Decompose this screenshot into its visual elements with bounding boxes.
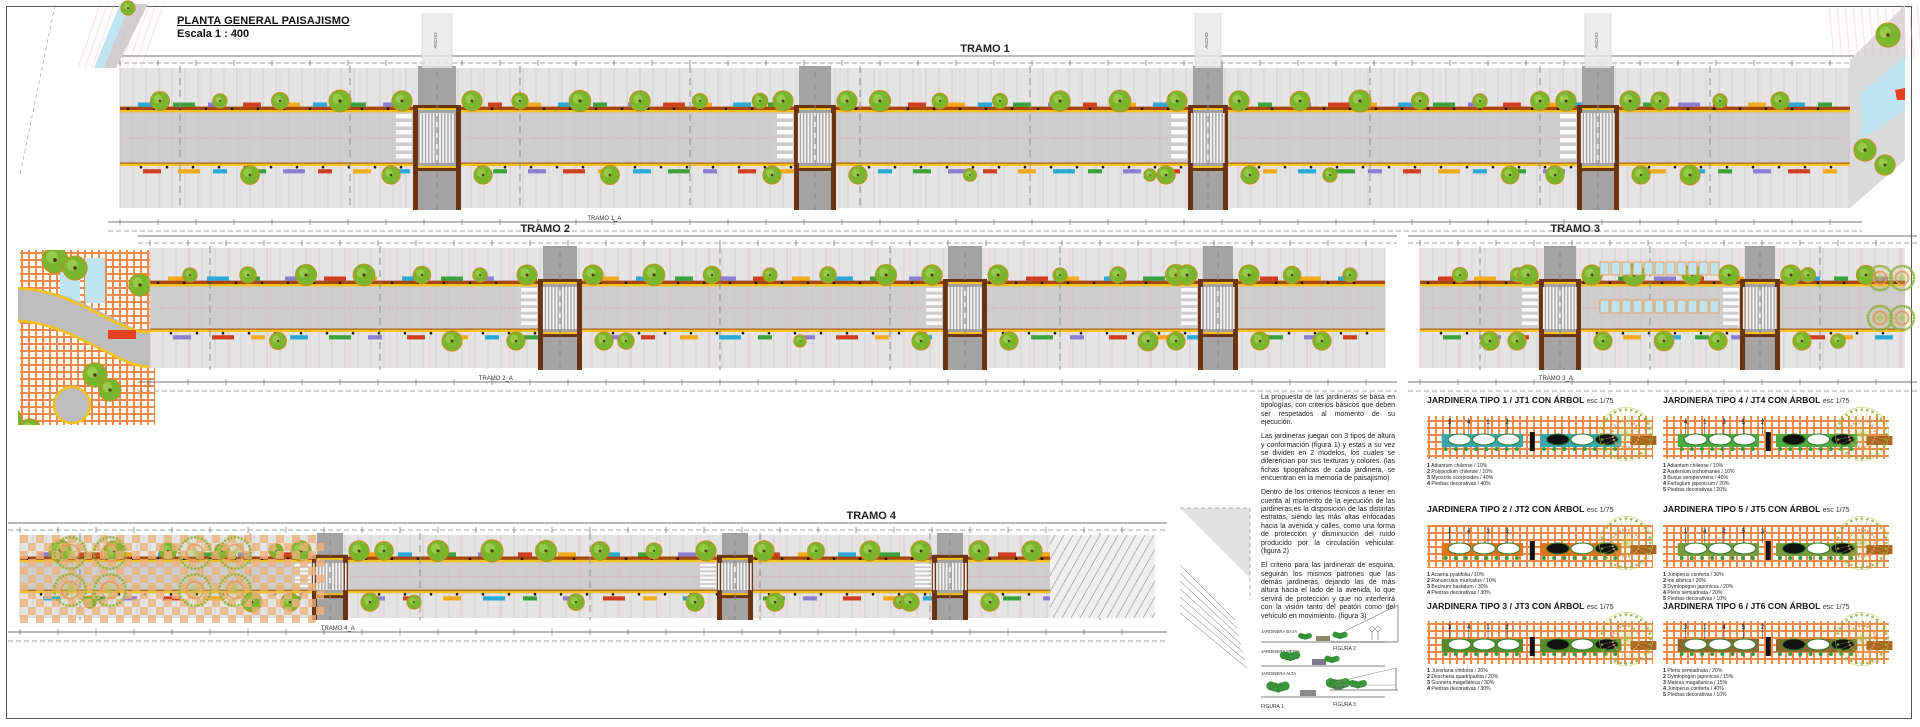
svg-text:TRAMO 3_A: TRAMO 3_A [1539, 376, 1573, 382]
svg-text:TRAMO 3: TRAMO 3 [1550, 223, 1600, 235]
svg-text:TRAMO 4_A: TRAMO 4_A [321, 626, 355, 632]
svg-text:TRAMO 1: TRAMO 1 [960, 43, 1010, 55]
svg-text:TRAMO 2_A: TRAMO 2_A [479, 376, 513, 382]
svg-text:JARDINERA BAJA: JARDINERA BAJA [1261, 629, 1297, 634]
svg-text:TRAMO 1_A: TRAMO 1_A [587, 216, 621, 222]
svg-text:ANCHO: ANCHO [1594, 32, 1599, 49]
svg-text:FIGURA 2: FIGURA 2 [1333, 646, 1356, 652]
svg-text:TRAMO 2: TRAMO 2 [520, 223, 570, 235]
svg-text:TRAMO 4: TRAMO 4 [847, 510, 897, 522]
svg-text:FIGURA 3: FIGURA 3 [1333, 702, 1356, 708]
svg-text:ANCHO: ANCHO [433, 32, 438, 49]
svg-text:JARDINERA ALTA: JARDINERA ALTA [1261, 671, 1296, 676]
svg-text:FIGURA 1: FIGURA 1 [1261, 704, 1284, 710]
svg-text:ANCHO: ANCHO [1204, 32, 1209, 49]
